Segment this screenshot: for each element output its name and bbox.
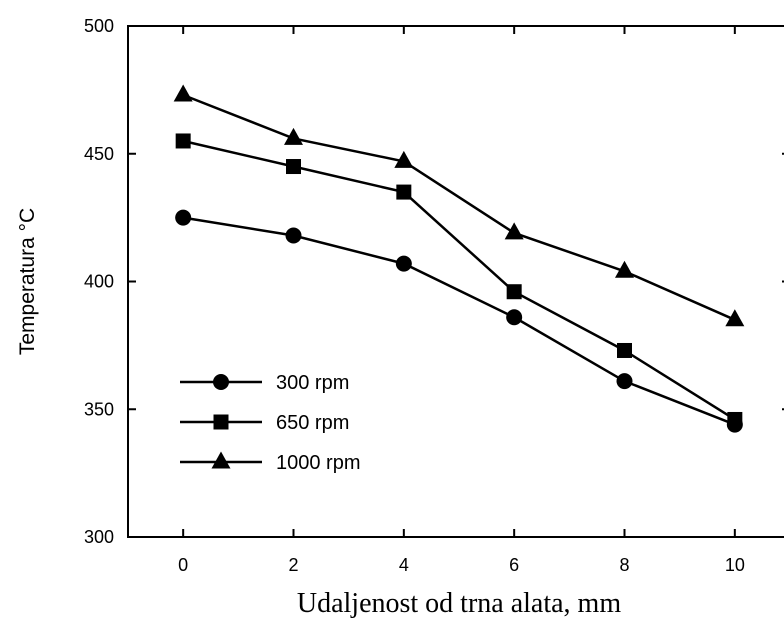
y-tick-label: 450 (84, 144, 114, 164)
data-point-square (506, 284, 522, 300)
data-series (173, 84, 745, 433)
x-tick-label: 0 (178, 555, 188, 575)
y-tick-label: 300 (84, 527, 114, 547)
legend-label: 650 rpm (276, 412, 349, 434)
data-point-circle (506, 309, 523, 326)
data-point-triangle (284, 127, 303, 145)
series-square (175, 133, 743, 427)
series-line (182, 93, 736, 321)
x-axis-label: Udaljenost od trna alata, mm (297, 588, 621, 619)
data-point-square (175, 133, 191, 149)
data-point-triangle (504, 222, 524, 240)
data-point-square (286, 159, 301, 175)
data-point-square (617, 342, 632, 358)
x-tick-label: 4 (399, 555, 409, 575)
plot-frame (127, 25, 784, 538)
x-tick-label: 6 (509, 555, 519, 575)
data-point-triangle (173, 84, 193, 102)
series-line (182, 139, 736, 421)
x-tick-label: 2 (288, 555, 298, 575)
data-point-square (396, 184, 412, 200)
data-point-triangle (615, 260, 634, 278)
legend-label: 1000 rpm (276, 452, 361, 474)
legend-marker-triangle (211, 451, 231, 469)
legend-marker-square (213, 414, 229, 430)
y-axis-label: Temperatura °C (16, 208, 39, 355)
x-tick-label: 10 (725, 555, 745, 575)
y-tick-label: 350 (84, 399, 114, 419)
data-point-triangle (394, 150, 414, 168)
legend-marker-circle (213, 374, 229, 390)
y-tick-label: 500 (84, 16, 114, 36)
data-point-triangle (725, 309, 745, 327)
series-line (182, 216, 736, 426)
data-point-circle (395, 255, 412, 272)
series-circle (175, 209, 743, 433)
series-triangle (173, 84, 745, 327)
legend-item: 300 rpm (180, 372, 349, 394)
x-tick-label: 8 (619, 555, 629, 575)
plot-border (127, 25, 784, 538)
legend-item: 650 rpm (180, 412, 349, 434)
legend-item: 1000 rpm (180, 451, 361, 474)
x-axis-ticks: 0 2 4 6 8 10 (178, 26, 745, 575)
legend-label: 300 rpm (276, 372, 349, 394)
y-axis-ticks: 300 350 400 450 500 (84, 16, 784, 547)
legend: 300 rpm 650 rpm 1000 rpm (180, 372, 361, 474)
data-point-circle (285, 227, 302, 244)
data-point-circle (616, 373, 633, 390)
data-point-square (727, 411, 743, 427)
y-tick-label: 400 (84, 272, 114, 292)
data-point-circle (175, 209, 192, 226)
